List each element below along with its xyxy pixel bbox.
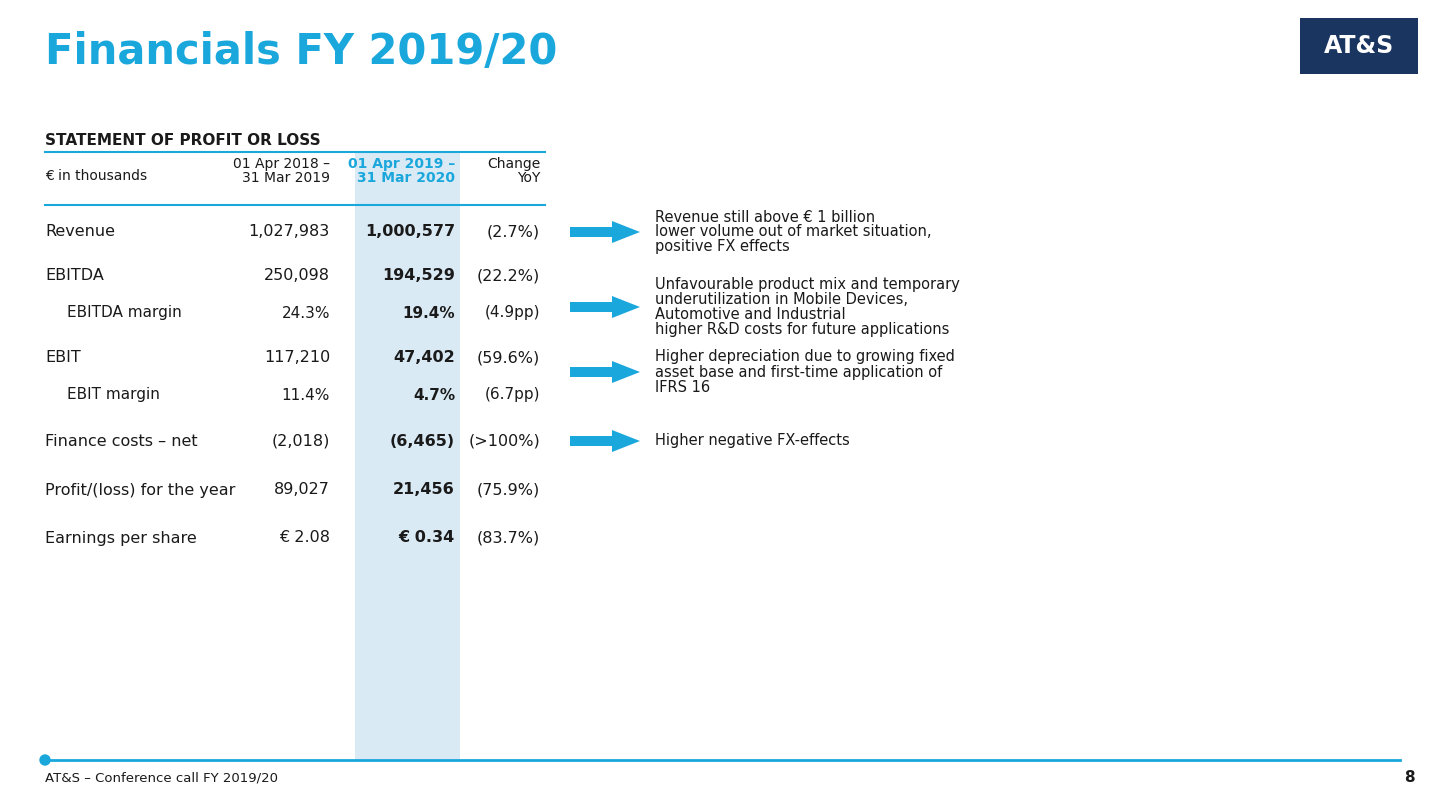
Text: (75.9%): (75.9%)	[477, 483, 540, 497]
Bar	[570, 436, 612, 446]
Text: (6.7pp): (6.7pp)	[484, 387, 540, 403]
Text: (4.9pp): (4.9pp)	[484, 305, 540, 321]
Polygon shape	[612, 296, 639, 318]
Text: lower volume out of market situation,: lower volume out of market situation,	[655, 224, 932, 240]
Text: (>100%): (>100%)	[468, 433, 540, 449]
Text: 8: 8	[1404, 770, 1416, 786]
Text: AT&S – Conference call FY 2019/20: AT&S – Conference call FY 2019/20	[45, 771, 278, 785]
Text: EBIT: EBIT	[45, 351, 81, 365]
Text: € 2.08: € 2.08	[279, 531, 330, 545]
Bar	[570, 302, 612, 312]
Polygon shape	[612, 221, 639, 243]
Text: Financials FY 2019/20: Financials FY 2019/20	[45, 31, 557, 73]
Text: Automotive and Industrial: Automotive and Industrial	[655, 307, 845, 322]
FancyBboxPatch shape	[356, 152, 459, 760]
Text: Revenue: Revenue	[45, 224, 115, 240]
Text: 1,027,983: 1,027,983	[249, 224, 330, 240]
Text: EBITDA margin: EBITDA margin	[68, 305, 181, 321]
Bar	[570, 227, 612, 237]
Text: € 0.34: € 0.34	[399, 531, 455, 545]
Text: 47,402: 47,402	[393, 351, 455, 365]
Polygon shape	[612, 361, 639, 383]
Bar	[570, 367, 612, 377]
Text: underutilization in Mobile Devices,: underutilization in Mobile Devices,	[655, 292, 909, 307]
Text: Higher negative FX-effects: Higher negative FX-effects	[655, 433, 850, 449]
Text: (59.6%): (59.6%)	[477, 351, 540, 365]
Text: 117,210: 117,210	[264, 351, 330, 365]
Text: 21,456: 21,456	[393, 483, 455, 497]
Text: (6,465): (6,465)	[390, 433, 455, 449]
Text: Higher depreciation due to growing fixed: Higher depreciation due to growing fixed	[655, 349, 955, 364]
Text: (2.7%): (2.7%)	[487, 224, 540, 240]
Text: EBITDA: EBITDA	[45, 268, 104, 284]
Text: 31 Mar 2019: 31 Mar 2019	[242, 171, 330, 185]
Text: 19.4%: 19.4%	[402, 305, 455, 321]
Text: higher R&D costs for future applications: higher R&D costs for future applications	[655, 322, 949, 337]
Text: Revenue still above € 1 billion: Revenue still above € 1 billion	[655, 210, 876, 224]
Text: STATEMENT OF PROFIT OR LOSS: STATEMENT OF PROFIT OR LOSS	[45, 133, 321, 148]
FancyBboxPatch shape	[1300, 18, 1418, 74]
Text: positive FX effects: positive FX effects	[655, 240, 789, 254]
Text: asset base and first-time application of: asset base and first-time application of	[655, 364, 942, 380]
Text: 4.7%: 4.7%	[413, 387, 455, 403]
Text: 01 Apr 2018 –: 01 Apr 2018 –	[233, 157, 330, 171]
Text: Finance costs – net: Finance costs – net	[45, 433, 197, 449]
Polygon shape	[612, 430, 639, 452]
Text: AT&S: AT&S	[1323, 34, 1394, 58]
Text: 11.4%: 11.4%	[282, 387, 330, 403]
Text: 24.3%: 24.3%	[281, 305, 330, 321]
Text: 1,000,577: 1,000,577	[364, 224, 455, 240]
Text: Profit/(loss) for the year: Profit/(loss) for the year	[45, 483, 235, 497]
Text: 194,529: 194,529	[382, 268, 455, 284]
Text: 89,027: 89,027	[274, 483, 330, 497]
Text: 250,098: 250,098	[264, 268, 330, 284]
Text: Change: Change	[487, 157, 540, 171]
Circle shape	[40, 755, 50, 765]
Text: (83.7%): (83.7%)	[477, 531, 540, 545]
Text: IFRS 16: IFRS 16	[655, 380, 710, 394]
Text: EBIT margin: EBIT margin	[68, 387, 160, 403]
Text: Unfavourable product mix and temporary: Unfavourable product mix and temporary	[655, 277, 960, 292]
Text: 01 Apr 2019 –: 01 Apr 2019 –	[347, 157, 455, 171]
Text: (22.2%): (22.2%)	[477, 268, 540, 284]
Text: YoY: YoY	[517, 171, 540, 185]
Text: 31 Mar 2020: 31 Mar 2020	[357, 171, 455, 185]
Text: (2,018): (2,018)	[272, 433, 330, 449]
Text: Earnings per share: Earnings per share	[45, 531, 197, 545]
Text: € in thousands: € in thousands	[45, 169, 147, 183]
